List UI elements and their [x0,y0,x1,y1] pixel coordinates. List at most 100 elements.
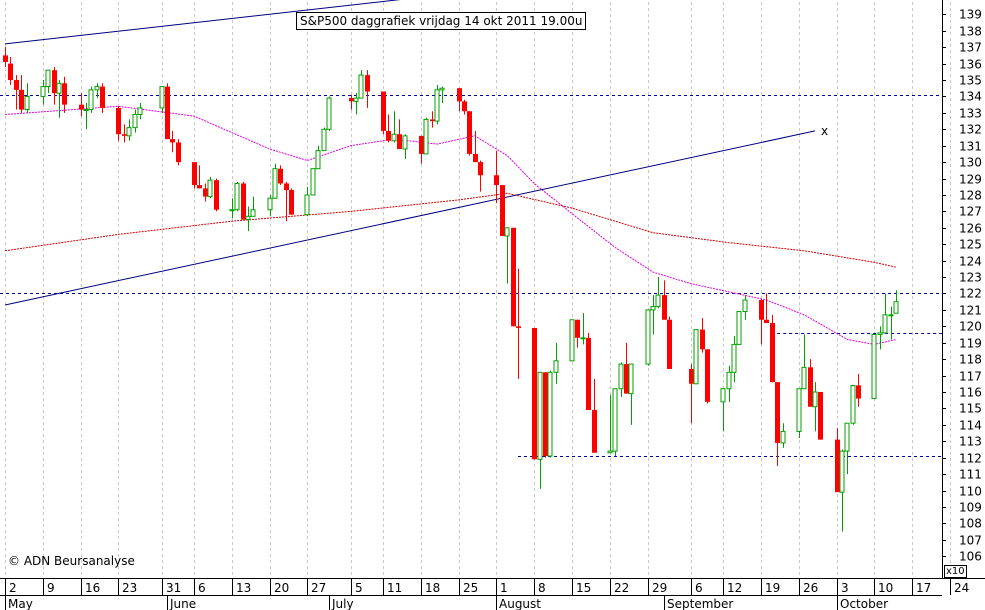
x-tick-label: 31 [166,581,181,595]
y-scale-note: x10 [944,565,967,578]
y-tick-label: 119 [959,337,982,351]
candle-body [310,168,316,196]
candle-body [856,385,861,399]
y-tick-label: 131 [959,140,982,154]
candle-body [284,183,289,191]
candle-body [439,87,445,91]
candle-body [122,134,127,136]
month-label: June [169,597,196,610]
ma-short-line [4,105,897,345]
candle-body [478,162,483,176]
y-tick-label: 109 [959,501,982,515]
y-tick-label: 129 [959,173,982,187]
copyright-label: © ADN Beursanalyse [8,554,135,568]
x-tick-label: 29 [652,581,667,595]
y-tick-label: 121 [959,304,982,318]
y-tick-label: 135 [959,74,982,88]
candle-body [650,306,656,311]
candle-body [278,168,283,184]
candle-body [245,215,251,221]
candle-body [267,197,273,211]
candle-body [137,107,143,116]
y-tick-label: 108 [959,517,982,531]
candle-body [234,182,240,211]
candle-body [726,371,732,390]
x-tick-label: 27 [311,581,326,595]
candle-body [176,142,181,163]
y-tick-label: 134 [959,90,982,104]
y-tick-label: 137 [959,41,982,55]
candle-body [381,91,386,131]
candle-body [662,295,667,320]
candle-body [504,227,510,237]
x-tick-label: 12 [727,581,742,595]
candle-body [844,422,850,452]
candle-body [801,366,807,390]
candle-body [159,86,165,109]
candle-body [543,372,548,457]
candle-body [62,83,67,105]
candle-body [796,388,802,432]
candle-body [705,349,710,402]
candle-body [353,97,359,102]
candle-body [52,70,57,94]
candlesticks [3,47,899,532]
y-tick-label: 127 [959,205,982,219]
candle-body [624,364,629,394]
candle-body [818,392,823,440]
candle-body [700,329,705,350]
y-tick-label: 130 [959,156,982,170]
candle-body [764,319,769,324]
candle-body [720,388,726,403]
candle-body [645,309,651,365]
candle-body [304,194,310,216]
candle-body [547,371,553,457]
x-tick-label: 6 [695,581,703,595]
candle-body [537,371,543,460]
candle-body [516,326,521,328]
y-tick-label: 132 [959,123,982,137]
candle-body [467,111,472,154]
x-tick-label: 23 [122,581,137,595]
candle-body [100,86,105,108]
candle-body [250,209,256,217]
candle-body [592,410,597,453]
y-tick-label: 118 [959,353,982,367]
candle-body [207,179,213,198]
x-tick-label: 1 [500,581,508,595]
x-tick-label: 10 [878,581,893,595]
y-tick-label: 112 [959,452,982,466]
candle-body [423,118,429,155]
candle-body [192,162,197,186]
trendline-marker: x [821,124,828,138]
candle-body [655,294,661,308]
candle-body [628,363,634,395]
x-tick-label: 2 [9,581,17,595]
candle-body [402,135,408,150]
candle-body [569,319,575,362]
candle-body [808,367,813,407]
y-axis: 106 107 108 109 110 111 112 113 114 115 116 117 118 1… [942,8,982,564]
y-tick-label: 120 [959,320,982,334]
y-tick-label: 113 [959,435,982,449]
y-tick-label: 117 [959,370,982,384]
candle-body [812,391,818,408]
candle-body [241,183,246,220]
candle-body [3,55,8,62]
candle-body [24,95,30,111]
candle-body [365,75,370,92]
candle-body [214,180,219,210]
y-tick-label: 116 [959,386,982,400]
month-label: October [840,597,888,610]
candle-body [607,450,613,454]
candle-body [315,150,321,170]
y-tick-label: 124 [959,255,982,269]
candle-body [19,89,24,110]
y-tick-label: 122 [959,287,982,301]
x-tick-label: 26 [803,581,818,595]
candle-body [116,107,121,135]
horizontal-support-resistance-lines [0,95,942,457]
y-tick-label: 126 [959,222,982,236]
y-tick-label: 114 [959,419,982,433]
candle-body [689,369,694,384]
